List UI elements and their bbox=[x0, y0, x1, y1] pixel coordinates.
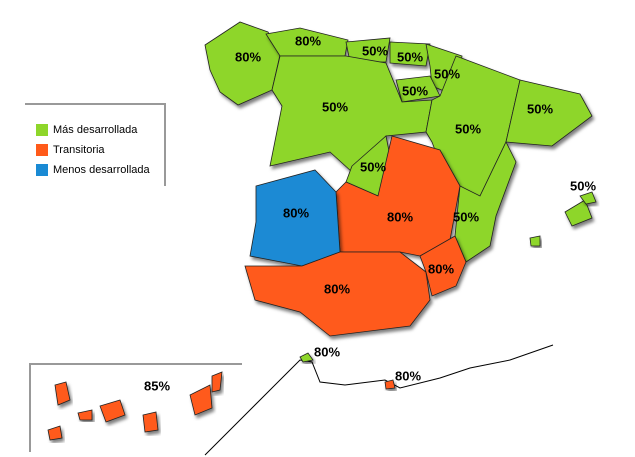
region-label: 50% bbox=[570, 178, 596, 193]
region-label: 80% bbox=[283, 205, 309, 220]
region bbox=[564, 199, 593, 227]
legend-frame bbox=[25, 103, 166, 186]
region-label: 80% bbox=[314, 344, 340, 359]
region-label: 50% bbox=[527, 101, 553, 116]
region-label: 80% bbox=[235, 49, 261, 64]
region bbox=[99, 399, 126, 423]
region bbox=[265, 27, 349, 57]
labels: 80% 80% 50% 50% 50% 50% 50% 50% 50% 50% 80% 50% 80% 8… bbox=[144, 33, 596, 393]
region bbox=[142, 411, 159, 433]
regions bbox=[47, 21, 597, 441]
region bbox=[299, 352, 314, 363]
region bbox=[384, 379, 396, 390]
region-label: 80% bbox=[324, 281, 350, 296]
region-label: 50% bbox=[362, 43, 388, 58]
region bbox=[47, 425, 63, 441]
region-label: 50% bbox=[360, 159, 386, 174]
legend-label: Transitoria bbox=[53, 144, 105, 156]
region bbox=[244, 251, 431, 337]
region-label: 85% bbox=[144, 378, 170, 393]
region bbox=[189, 384, 213, 416]
region bbox=[77, 409, 93, 421]
region bbox=[529, 235, 541, 247]
legend-swatch bbox=[36, 144, 48, 156]
region-label: 80% bbox=[428, 261, 454, 276]
region bbox=[389, 41, 431, 67]
legend-label: Menos desarrollada bbox=[53, 164, 150, 176]
canarias-frame bbox=[29, 363, 242, 452]
region-label: 80% bbox=[387, 209, 413, 224]
region-label: 50% bbox=[397, 49, 423, 64]
legend-swatch bbox=[36, 124, 48, 136]
region-label: 50% bbox=[455, 121, 481, 136]
region bbox=[54, 381, 71, 406]
region-label: 50% bbox=[434, 66, 460, 81]
region bbox=[579, 191, 597, 205]
region bbox=[419, 235, 467, 297]
legend-label: Más desarrollada bbox=[53, 124, 138, 136]
legend: Más desarrollada Transitoria Menos desarro… bbox=[36, 124, 150, 176]
region bbox=[345, 37, 391, 63]
region bbox=[211, 371, 223, 393]
region-label: 50% bbox=[322, 99, 348, 114]
region-label: 50% bbox=[402, 83, 428, 98]
africa-coast bbox=[204, 344, 554, 456]
region-label: 50% bbox=[453, 209, 479, 224]
legend-swatch bbox=[36, 164, 48, 176]
region-label: 80% bbox=[395, 368, 421, 383]
region bbox=[505, 79, 593, 147]
region-label: 80% bbox=[295, 33, 321, 48]
region bbox=[454, 141, 517, 263]
